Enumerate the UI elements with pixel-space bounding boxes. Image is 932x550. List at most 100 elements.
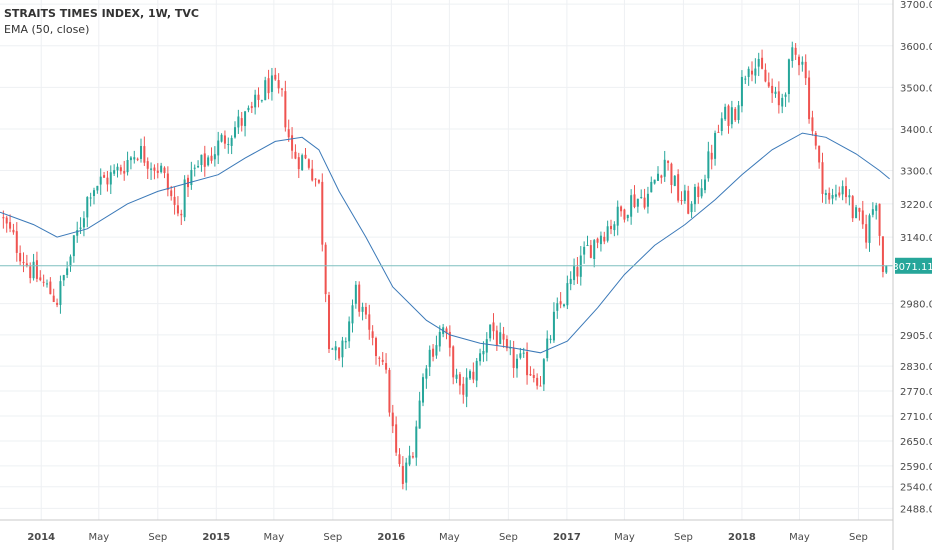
candle-body [321,181,324,245]
x-tick-label: May [264,532,285,543]
ema-indicator-label: EMA (50, close) [4,23,90,36]
candle-body [646,193,649,207]
candle-body [217,140,220,156]
candle-body [284,91,287,128]
candle-body [542,359,545,385]
candle-body [744,78,747,80]
candle-body [620,206,623,212]
candle-body [354,284,357,304]
candle-body [270,75,273,92]
x-tick-label: 2017 [553,532,581,543]
candle-body [609,225,613,230]
candle-body [761,57,764,69]
candle-body [220,134,223,142]
candle-body [808,77,811,120]
candle-body [589,245,592,258]
candle-body [106,177,109,185]
candle-body [683,190,686,201]
candle-body [381,359,384,362]
candle-body [714,132,717,159]
candle-body [301,155,304,171]
candle-body [734,108,737,121]
candle-body [472,371,475,380]
candle-body [791,47,794,61]
candle-body [596,238,599,243]
candle-body [690,203,693,213]
candle-body [76,230,79,236]
candle-body [79,227,82,229]
candle-body [156,170,159,173]
candle-body [536,377,539,386]
candle-body [103,175,106,178]
candle-body [445,328,448,334]
candle-body [32,261,35,279]
candle-body [388,369,391,413]
candle-body [841,186,844,195]
candle-body [552,311,555,341]
candle-body [438,331,441,347]
candle-body [539,385,542,387]
y-tick-label: 2830.00 [900,362,932,373]
candle-body [834,194,837,197]
candle-body [583,246,586,255]
candle-body [700,188,703,197]
candles [2,41,888,491]
candle-body [153,167,156,171]
candle-body [119,167,122,172]
candle-body [677,174,680,201]
candle-body [868,215,871,243]
candle-body [771,85,774,94]
candle-body [223,135,226,144]
candle-body [401,466,404,484]
candle-body [502,333,505,340]
y-tick-label: 2590.00 [900,462,932,473]
candle-body [703,179,707,191]
candle-body [304,154,307,159]
candle-body [717,131,720,133]
x-tick-label: May [88,532,109,543]
candle-body [633,194,636,208]
candle-body [311,168,314,181]
candle-body [96,185,99,191]
candle-body [267,78,270,94]
candle-body [546,338,549,359]
ema-line [0,132,890,354]
candle-body [757,58,760,67]
candle-body [418,400,421,429]
candle-body [15,231,18,253]
candle-body [374,338,378,357]
candle-body [314,178,317,180]
candle-body [331,348,334,350]
candle-body [166,173,169,190]
candle-body [640,196,643,198]
y-tick-label: 2980.00 [900,300,932,311]
x-tick-label: Sep [674,532,693,543]
x-tick-label: Sep [148,532,167,543]
candle-body [727,105,730,126]
candle-body [133,157,136,160]
candle-body [673,175,676,186]
last-price-badge [895,257,932,274]
candle-body [405,462,408,483]
candle-body [183,179,186,218]
candle-body [351,305,354,324]
candle-body [848,195,851,198]
candle-body [129,157,132,161]
y-tick-label: 2770.00 [900,387,932,398]
candle-body [324,244,327,295]
candle-body [562,304,566,307]
candle-body [697,186,700,198]
candle-body [593,240,596,259]
candle-body [341,340,344,358]
candle-body [143,146,146,163]
candle-body [767,82,770,87]
candle-body [338,347,341,359]
candle-body [475,360,478,381]
candle-body [277,80,280,89]
candle-body [247,107,250,111]
candle-body [280,88,284,90]
candle-body [777,91,780,106]
candle-body [264,80,267,101]
candle-body [599,235,602,245]
